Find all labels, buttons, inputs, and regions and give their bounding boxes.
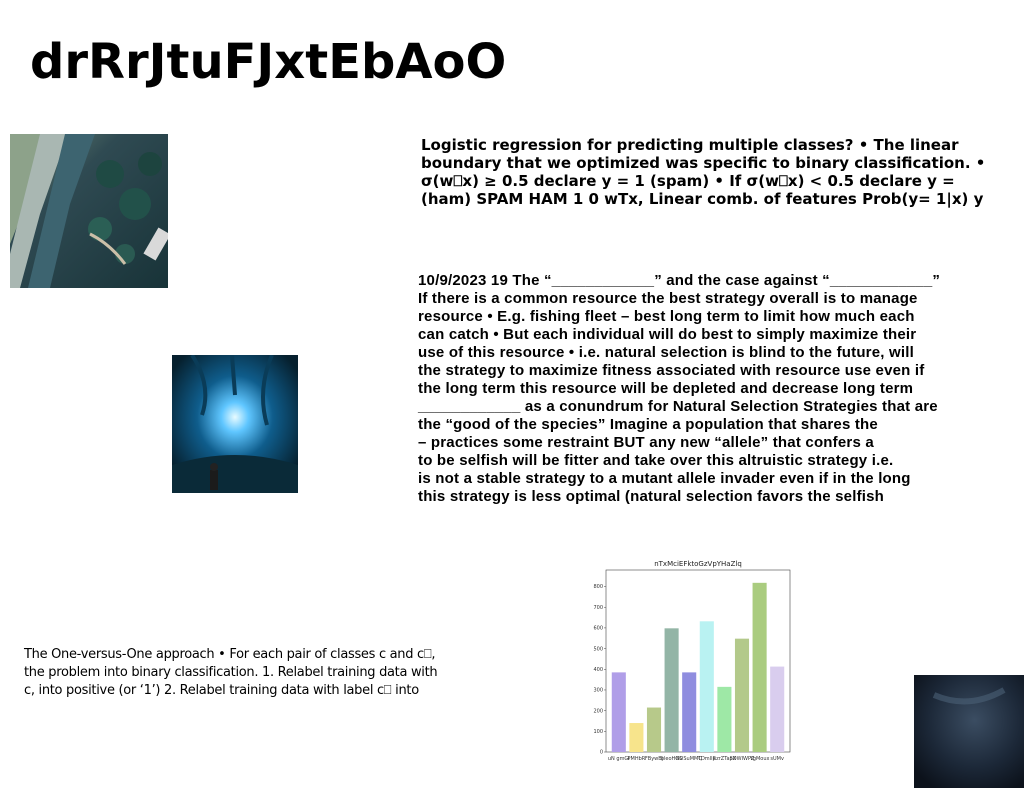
y-tick-label: 200 (593, 708, 603, 714)
y-tick-label: 600 (593, 626, 603, 632)
text-line: (ham) SPAM HAM 1 0 wTx, Linear comb. of … (421, 190, 984, 208)
one-vs-one-text: The One-versus-One approach • For each p… (24, 646, 504, 700)
bar (717, 686, 732, 752)
text-line: ____________ as a conundrum for Natural … (418, 398, 938, 415)
bar (734, 638, 750, 752)
natural-selection-text: 10/9/2023 19 The “____________” and the … (418, 272, 1018, 506)
x-tick-label: FBywBj (645, 756, 663, 762)
glowing-blue-tree-photo (172, 355, 298, 493)
text-line: can catch • But each individual will do … (418, 326, 917, 343)
bar (699, 621, 714, 752)
aerial-coastline-photo (10, 134, 168, 288)
text-line: the problem into binary classification. … (24, 665, 438, 680)
dark-night-sky-photo (914, 675, 1024, 788)
plot-frame (605, 569, 791, 753)
bar (770, 666, 785, 752)
x-tick-label: YgMoux (749, 756, 770, 762)
bar (646, 707, 662, 752)
text-line: σ(w⎕x) ≥ 0.5 declare y = 1 (spam) • If σ… (421, 172, 955, 190)
y-tick-label: 100 (593, 729, 603, 735)
x-tick-label: bleoHGS (661, 756, 683, 762)
text-line: Logistic regression for predicting multi… (421, 136, 959, 154)
x-tick-label: RzrZTapX (713, 756, 737, 762)
y-tick-label: 0 (600, 750, 603, 756)
x-tick-label: sUMv (770, 756, 784, 762)
chart-title: nTxMciEFktoGzVpYHaZlq (654, 560, 742, 568)
text-line: to be selfish will be fitter and take ov… (418, 452, 894, 469)
bar (682, 672, 697, 752)
bar (611, 672, 626, 752)
bar-chart: nTxMciEFktoGzVpYHaZlq 0 100 200 300 400 500 600… (588, 556, 800, 768)
text-line: 10/9/2023 19 The “____________” and the … (418, 272, 941, 289)
logistic-regression-text: Logistic regression for predicting multi… (421, 136, 1024, 208)
bar (629, 723, 644, 752)
text-line: – practices some restraint BUT any new “… (418, 434, 874, 451)
bar-chart-svg: nTxMciEFktoGzVpYHaZlq 0 100 200 300 400 500 600… (593, 560, 791, 762)
y-tick-label: 400 (593, 667, 603, 673)
text-line: is not a stable strategy to a mutant all… (418, 470, 911, 487)
text-line: resource • E.g. fishing fleet – best lon… (418, 308, 915, 325)
text-line: this strategy is less optimal (natural s… (418, 488, 885, 505)
text-line: boundary that we optimized was specific … (421, 154, 986, 172)
x-tick-label: PMHbR (628, 756, 646, 762)
text-line: The One-versus-One approach • For each p… (24, 647, 436, 662)
bar (752, 582, 767, 752)
text-line: the long term this resource will be depl… (418, 380, 914, 397)
y-tick-label: 700 (593, 605, 603, 611)
x-tick-label: uN gmGi (608, 756, 630, 762)
x-tick-label: SDWIWPZ (730, 756, 755, 762)
text-line: the “good of the species” Imagine a popu… (418, 416, 878, 433)
x-tick-label: BOSuMMQ (676, 756, 702, 762)
y-tick-label: 500 (593, 646, 603, 652)
x-tick-label: TDmIlp (697, 756, 716, 762)
text-line: If there is a common resource the best s… (418, 290, 918, 307)
bar (664, 628, 679, 752)
y-tick-label: 300 (593, 688, 603, 694)
y-tick-label: 800 (593, 584, 603, 590)
text-line: use of this resource • i.e. natural sele… (418, 344, 914, 361)
slide-title: drRrJtuFJxtEbAoO (30, 34, 507, 90)
text-line: c, into positive (or ‘1’) 2. Relabel tra… (24, 683, 419, 698)
text-line: the strategy to maximize fitness associa… (418, 362, 925, 379)
